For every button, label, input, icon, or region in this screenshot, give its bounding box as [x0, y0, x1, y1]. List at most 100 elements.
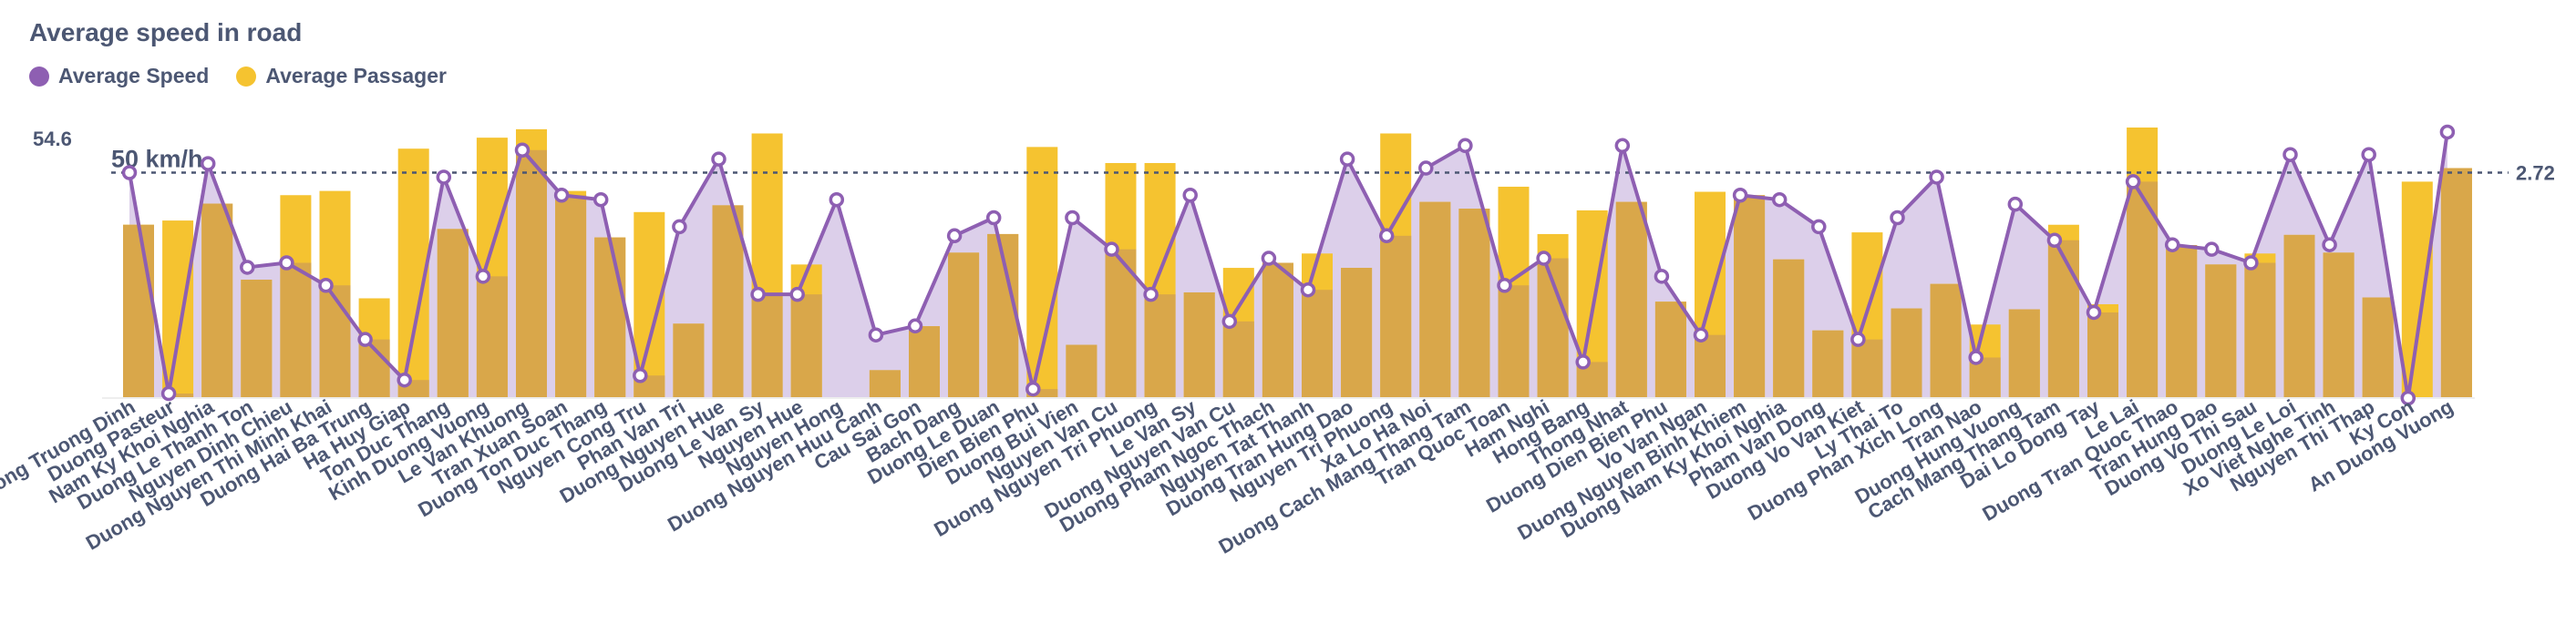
speed-point-tran-quoc-toan[interactable]	[1497, 278, 1512, 293]
bar-overlap-duong-dien-bien-phu	[1654, 302, 1686, 398]
speed-point-nguyen-dinh-chieu[interactable]	[279, 255, 294, 271]
speed-point-nguyen-tat-thanh[interactable]	[1300, 281, 1316, 298]
bar-overlap-duong-pham-ngoc-thach	[1262, 262, 1293, 398]
bar-overlap-cach-mang-thang-tam	[2047, 240, 2079, 398]
bar-overlap-nguyen-tri-phuong	[1380, 235, 1412, 398]
bar-overlap-duong-phan-xich-long	[1930, 283, 1962, 398]
bar-overlap-duong-le-loi	[2283, 234, 2315, 398]
speed-point-duong-tran-quoc-thao[interactable]	[2164, 237, 2180, 252]
bar-duong-pasteur[interactable]	[162, 220, 194, 398]
legend-label-average-passager: Average Passager	[265, 64, 447, 87]
speed-point-duong-hai-ba-trung[interactable]	[357, 332, 373, 347]
speed-point-duong-nguyen-tri-phuong[interactable]	[1143, 286, 1159, 302]
speed-point-duong-hung-vuong[interactable]	[2007, 196, 2024, 212]
speed-point-dien-bien-phu[interactable]	[1025, 381, 1041, 397]
speed-point-ly-thai-to[interactable]	[1890, 210, 1905, 226]
speed-point-duong-nguyen-van-cu[interactable]	[1221, 313, 1238, 330]
speed-point-nguyen-thi-thap[interactable]	[2361, 147, 2376, 162]
speed-point-nguyen-tri-phuong[interactable]	[1378, 228, 1395, 244]
speed-point-duong-vo-thi-sau[interactable]	[2243, 255, 2259, 271]
bar-overlap-phan-van-tri	[673, 323, 705, 398]
speed-point-duong-nguyen-huu-canh[interactable]	[868, 327, 884, 343]
bar-overlap-nguyen-tat-thanh	[1302, 290, 1333, 398]
speed-point-an-duong-vuong[interactable]	[2439, 124, 2456, 140]
speed-point-cau-sai-gon[interactable]	[907, 318, 923, 334]
speed-point-xo-viet-nghe-tinh[interactable]	[2322, 237, 2337, 252]
bar-overlap-duong-nguyen-thi-minh-khai	[319, 285, 351, 398]
speed-point-duong-pasteur[interactable]	[160, 385, 177, 402]
speed-point-duong-le-thanh-ton[interactable]	[240, 260, 255, 275]
bar-dien-bien-phu[interactable]	[1026, 147, 1058, 399]
speed-point-vo-van-ngan[interactable]	[1693, 327, 1709, 343]
speed-line-layer	[128, 131, 2449, 400]
speed-point-nguyen-hong[interactable]	[829, 191, 845, 208]
bar-overlap-nguyen-dinh-chieu	[280, 262, 312, 398]
bar-overlap-nam-ky-khoi-nghia	[201, 203, 233, 398]
speed-point-tran-nao[interactable]	[1968, 350, 1984, 365]
speed-point-xa-lo-ha-noi[interactable]	[1418, 160, 1434, 176]
bar-overlap-duong-nguyen-tri-phuong	[1144, 294, 1176, 398]
bar-overlap-duong-pasteur	[162, 394, 194, 398]
bar-ky-con[interactable]	[2401, 181, 2433, 398]
speed-point-duong-ton-duc-thang[interactable]	[592, 191, 609, 208]
bar-overlap-tran-quoc-toan	[1498, 285, 1530, 398]
bar-overlap-duong-nam-ky-khoi-nghia	[1773, 259, 1805, 398]
speed-point-kinh-duong-vuong[interactable]	[475, 269, 491, 284]
speed-point-duong-nguyen-thi-minh-khai[interactable]	[318, 278, 334, 293]
speed-point-ton-duc-thang[interactable]	[436, 169, 452, 185]
speed-point-ha-huy-giap[interactable]	[397, 372, 412, 388]
speed-point-duong-dien-bien-phu[interactable]	[1654, 269, 1670, 284]
speed-point-duong-cach-mang-thang-tam[interactable]	[1458, 138, 1473, 154]
speed-point-duong-truong-dinh[interactable]	[121, 165, 138, 180]
speed-point-thong-nhat[interactable]	[1614, 138, 1631, 154]
speed-point-duong-le-loi[interactable]	[2282, 147, 2298, 162]
speed-point-duong-nam-ky-khoi-nghia[interactable]	[1771, 191, 1788, 208]
speed-point-cach-mang-thang-tam[interactable]	[2046, 232, 2063, 248]
goal-right-value-label: 2.72	[2516, 162, 2555, 185]
legend-item-average-passager[interactable]: Average Passager	[236, 64, 447, 88]
bar-overlap-nguyen-thi-thap	[2362, 297, 2394, 398]
speed-point-nguyen-cong-tru[interactable]	[633, 368, 648, 383]
speed-point-duong-phan-xich-long[interactable]	[1929, 169, 1944, 185]
speed-point-nguyen-van-cu[interactable]	[1104, 241, 1119, 257]
speed-point-le-van-khuong[interactable]	[514, 142, 531, 158]
speed-point-tran-xuan-soan[interactable]	[553, 188, 570, 203]
speed-point-duong-pham-ngoc-thach[interactable]	[1261, 251, 1277, 266]
speed-point-dai-lo-dong-tay[interactable]	[2086, 304, 2102, 321]
bar-overlap-duong-cach-mang-thang-tam	[1458, 209, 1490, 398]
speed-point-nguyen-hue[interactable]	[789, 286, 805, 302]
speed-point-duong-tran-hung-dao[interactable]	[1339, 151, 1355, 167]
y-left-max-tick-label: 54.6	[33, 128, 72, 150]
speed-point-duong-le-duan[interactable]	[985, 210, 1002, 226]
bar-overlap-duong-vo-thi-sau	[2244, 262, 2276, 398]
legend: Average Speed Average Passager	[29, 64, 447, 88]
speed-point-tran-hung-dao[interactable]	[2204, 241, 2220, 257]
speed-point-phan-van-tri[interactable]	[672, 219, 687, 235]
speed-point-hong-bang[interactable]	[1575, 354, 1591, 370]
speed-point-ky-con[interactable]	[2400, 390, 2416, 406]
speed-point-le-lai[interactable]	[2125, 174, 2141, 189]
bar-overlap-bach-dang	[948, 252, 980, 398]
bar-overlap-vo-van-ngan	[1695, 334, 1726, 398]
speed-point-duong-le-van-sy[interactable]	[750, 286, 766, 302]
speed-point-nam-ky-khoi-nghia[interactable]	[200, 156, 216, 171]
speed-point-duong-bui-vien[interactable]	[1065, 210, 1080, 226]
speed-point-duong-nguyen-hue[interactable]	[711, 151, 726, 167]
bar-overlap-duong-tran-quoc-thao	[2166, 245, 2198, 398]
speed-point-ham-nghi[interactable]	[1536, 251, 1551, 266]
bar-overlap-pham-van-dong	[1812, 330, 1844, 398]
bar-overlap-duong-nguyen-binh-khiem	[1734, 195, 1766, 398]
legend-label-average-speed: Average Speed	[58, 64, 210, 87]
speed-point-bach-dang[interactable]	[946, 228, 963, 244]
chart-title: Average speed in road	[29, 18, 303, 46]
bar-overlap-duong-nguyen-huu-canh	[869, 370, 901, 398]
bar-overlap-duong-nguyen-van-cu	[1222, 321, 1254, 398]
bar-overlap-duong-bui-vien	[1066, 344, 1097, 398]
speed-point-duong-vo-van-kiet[interactable]	[1850, 332, 1866, 347]
speed-point-duong-nguyen-binh-khiem[interactable]	[1732, 188, 1748, 203]
speed-point-pham-van-dong[interactable]	[1811, 219, 1827, 235]
speed-point-le-van-sy[interactable]	[1182, 188, 1198, 203]
legend-swatch-average-speed	[29, 66, 49, 87]
legend-item-average-speed[interactable]: Average Speed	[29, 64, 209, 88]
bar-overlap-ton-duc-thang	[437, 229, 469, 398]
